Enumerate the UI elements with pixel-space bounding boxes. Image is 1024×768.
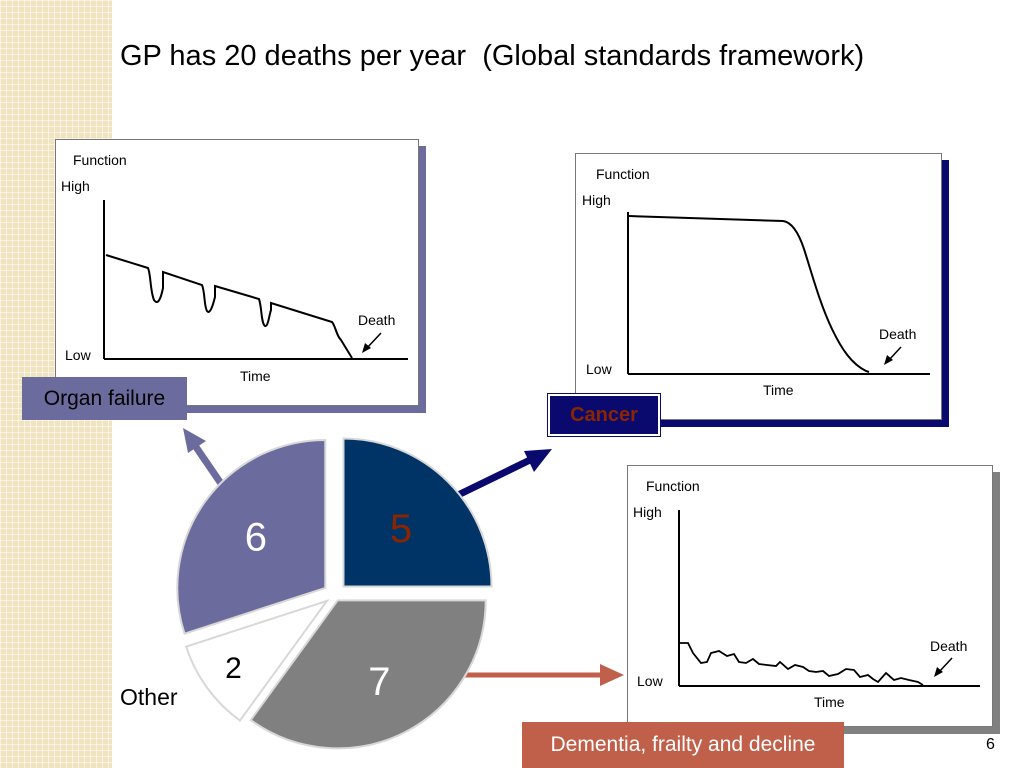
frailty-tag: Dementia, frailty and decline [522, 722, 844, 768]
frailty-y-title: Function [646, 478, 700, 494]
organ-failure-time-label: Time [240, 368, 271, 384]
organ-failure-high-label: High [61, 178, 90, 194]
page-number: 6 [986, 736, 995, 753]
pie-value-label-organ-failure: 6 [245, 515, 267, 559]
organ-failure-death-label: Death [358, 312, 396, 328]
frailty-death-label: Death [930, 638, 968, 654]
cancer-high-label: High [582, 192, 611, 208]
organ-failure-death-arrowhead [362, 343, 371, 353]
cancer-trajectory-line [628, 215, 870, 373]
cancer-low-label: Low [586, 361, 612, 377]
cancer-trajectory-svg [627, 212, 930, 375]
cancer-y-title: Function [596, 166, 650, 182]
organ-failure-y-title: Function [73, 152, 127, 168]
organ-failure-trajectory-svg [103, 200, 408, 360]
frailty-high-label: High [633, 504, 662, 520]
frailty-connector-arrowhead [600, 664, 624, 686]
pie-value-label-cancer: 5 [390, 507, 412, 551]
frailty-low-label: Low [637, 673, 663, 689]
organ-failure-tag: Organ failure [22, 377, 187, 420]
frailty-trajectory-line [680, 642, 924, 686]
pie-svg: 5 7 2 6 [176, 437, 493, 750]
cancer-time-label: Time [763, 382, 794, 398]
organ-failure-low-label: Low [65, 347, 91, 363]
deaths-pie-chart: 5 7 2 6 [170, 430, 500, 760]
cancer-chart-panel: Function High Low Time Death [575, 153, 942, 420]
cancer-death-arrow [888, 346, 902, 361]
frailty-death-arrowhead [934, 667, 943, 677]
cancer-death-label: Death [879, 326, 917, 342]
pie-other-label: Other [120, 684, 178, 710]
cancer-connector-arrowhead [524, 449, 552, 472]
pie-slice-other [184, 598, 330, 723]
cancer-tag: Cancer [547, 393, 661, 437]
pie-slice-organ-failure [176, 438, 327, 635]
frailty-time-label: Time [814, 694, 845, 710]
frailty-death-arrow [938, 657, 953, 673]
pie-slice-cancer [342, 437, 493, 588]
organ-failure-trajectory-line [105, 254, 353, 359]
pie-value-label-other: 2 [225, 652, 242, 685]
cancer-death-arrowhead [884, 355, 893, 365]
organ-failure-chart-panel: Function High Low Time Death [55, 139, 419, 406]
frailty-trajectory-svg [678, 510, 980, 687]
pie-slice-dementia-frailty-and-decline [249, 599, 487, 750]
slide-title: GP has 20 deaths per year (Global standa… [120, 40, 865, 72]
frailty-chart-panel: Function High Low Time Death [627, 465, 993, 727]
pie-value-label-dementia-frailty-and-decline: 7 [368, 660, 390, 704]
